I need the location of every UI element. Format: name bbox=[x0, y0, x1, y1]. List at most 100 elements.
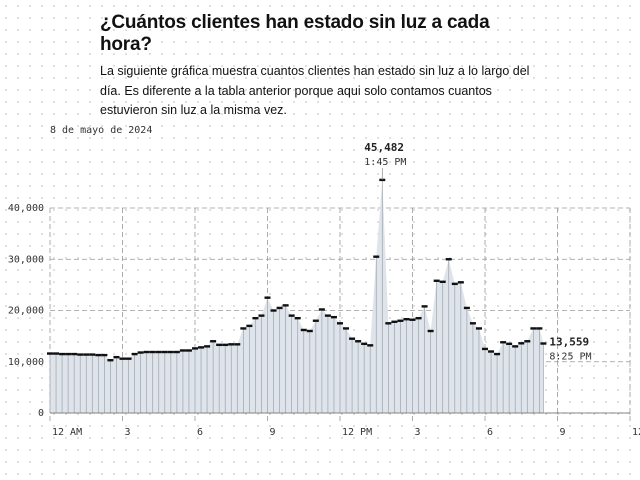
point bbox=[119, 357, 126, 360]
point bbox=[385, 322, 392, 325]
point bbox=[101, 353, 108, 357]
point bbox=[71, 352, 78, 356]
y-tick-label: 30,000 bbox=[8, 254, 44, 265]
time-label: 1:45 PM bbox=[364, 157, 406, 168]
x-tick-label: 6 bbox=[487, 427, 493, 438]
point bbox=[451, 282, 458, 286]
point bbox=[107, 359, 114, 362]
point bbox=[475, 327, 482, 330]
point bbox=[65, 352, 72, 356]
point bbox=[149, 350, 156, 354]
point bbox=[488, 350, 495, 353]
point bbox=[252, 316, 259, 320]
point bbox=[306, 329, 313, 333]
description: La siguiente gráfica muestra cuantos cli… bbox=[100, 64, 530, 117]
point bbox=[457, 281, 464, 284]
point bbox=[89, 353, 96, 356]
point bbox=[216, 343, 223, 347]
point bbox=[397, 319, 404, 322]
y-tick-label: 0 bbox=[38, 408, 44, 419]
point bbox=[482, 347, 488, 351]
point bbox=[391, 320, 398, 323]
point bbox=[415, 316, 422, 320]
point bbox=[518, 342, 525, 345]
point bbox=[276, 306, 283, 310]
chart-subtitle: 8 de mayo de 2024 bbox=[50, 125, 152, 136]
point bbox=[337, 322, 343, 325]
point bbox=[536, 327, 543, 330]
area bbox=[50, 179, 544, 413]
point bbox=[324, 314, 331, 317]
point bbox=[403, 318, 410, 321]
point bbox=[524, 340, 531, 343]
point bbox=[494, 352, 501, 356]
x-tick-label: 12 PM bbox=[342, 427, 372, 438]
x-tick-label: 6 bbox=[197, 427, 203, 438]
x-tick-label: 3 bbox=[125, 427, 131, 438]
point bbox=[167, 350, 174, 354]
point bbox=[53, 352, 60, 355]
y-tick-label: 40,000 bbox=[8, 203, 44, 214]
point bbox=[264, 296, 271, 299]
point bbox=[161, 350, 168, 354]
point bbox=[469, 322, 476, 325]
point bbox=[228, 343, 235, 346]
point bbox=[77, 353, 84, 356]
point bbox=[300, 328, 307, 332]
point bbox=[330, 315, 337, 319]
point bbox=[439, 280, 446, 283]
point bbox=[59, 352, 66, 356]
point bbox=[155, 350, 162, 354]
time-label: 8:25 PM bbox=[549, 352, 591, 363]
point bbox=[83, 353, 90, 356]
point bbox=[500, 341, 507, 344]
point bbox=[409, 318, 416, 321]
point bbox=[367, 344, 374, 347]
point bbox=[240, 327, 247, 330]
x-tick-label: 12 AM bbox=[52, 427, 82, 438]
point bbox=[173, 350, 180, 354]
point bbox=[512, 345, 519, 348]
x-tick-label: 9 bbox=[270, 427, 276, 438]
value-label: 45,482 bbox=[364, 141, 404, 154]
point bbox=[113, 355, 120, 359]
point bbox=[198, 346, 205, 349]
value-label: 13,559 bbox=[549, 336, 589, 349]
point bbox=[445, 258, 452, 261]
point bbox=[185, 349, 192, 352]
point bbox=[433, 279, 440, 282]
point bbox=[463, 306, 470, 310]
point bbox=[540, 342, 547, 345]
point bbox=[427, 329, 434, 333]
x-tick-label: 9 bbox=[560, 427, 566, 438]
point bbox=[506, 342, 513, 346]
point bbox=[95, 353, 102, 357]
point bbox=[355, 340, 362, 343]
heading: ¿Cuántos clientes han estado sin luz a c… bbox=[100, 12, 490, 55]
point bbox=[349, 337, 356, 340]
y-tick-label: 20,000 bbox=[8, 306, 44, 317]
x-tick-label: 3 bbox=[415, 427, 421, 438]
header: ¿Cuántos clientes han estado sin luz a c… bbox=[100, 12, 540, 121]
point bbox=[47, 352, 53, 355]
point bbox=[288, 314, 295, 317]
point bbox=[270, 309, 277, 312]
point bbox=[258, 314, 265, 317]
point bbox=[373, 255, 380, 258]
point bbox=[421, 305, 428, 308]
point bbox=[246, 324, 253, 328]
point bbox=[343, 327, 350, 330]
point bbox=[234, 343, 241, 346]
point bbox=[143, 350, 150, 354]
point bbox=[222, 343, 229, 347]
y-tick-label: 10,000 bbox=[8, 357, 44, 368]
point bbox=[530, 327, 537, 330]
point bbox=[137, 351, 144, 354]
point bbox=[361, 342, 368, 346]
point bbox=[179, 349, 186, 352]
point bbox=[282, 304, 289, 307]
point bbox=[192, 347, 198, 350]
point bbox=[125, 357, 132, 360]
point bbox=[204, 345, 211, 348]
